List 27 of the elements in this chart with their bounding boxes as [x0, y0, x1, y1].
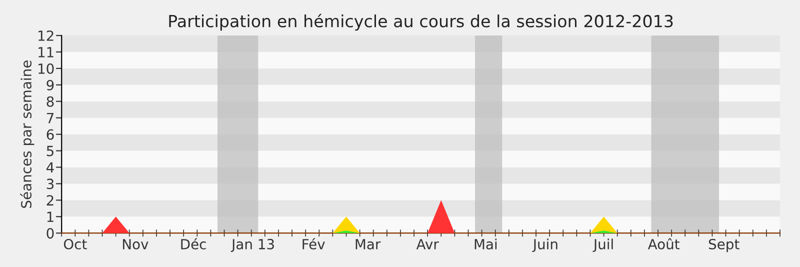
- x-tick-label: Fév: [302, 238, 325, 250]
- y-tick-label: 5: [46, 146, 54, 156]
- y-tick-label: 0: [46, 228, 54, 239]
- y-tick-label: 12: [38, 30, 54, 41]
- x-tick-label: Mai: [474, 238, 497, 250]
- x-tick-label: Avr: [416, 239, 439, 250]
- x-tick-label: Juil: [592, 238, 613, 252]
- x-tick-label: Mar: [356, 239, 381, 250]
- y-tick-label: 8: [46, 96, 54, 107]
- y-axis-title: Séances par semaine: [20, 60, 34, 208]
- y-tick-label: 7: [46, 112, 54, 124]
- x-tick-label: Déc: [181, 238, 206, 250]
- y-tick-label: 6: [46, 129, 54, 140]
- y-tick-label: 1: [47, 212, 54, 222]
- y-tick-label: 3: [46, 178, 54, 190]
- x-tick-label: Nov: [122, 239, 148, 250]
- y-tick-label: 4: [46, 162, 54, 173]
- chart-title: Participation en hémicycle au cours de la session 2012-2013: [169, 14, 673, 31]
- x-tick-label: Juin: [532, 238, 558, 252]
- x-tick-label: Jan 13: [230, 238, 274, 252]
- x-tick-label: Sept: [708, 238, 740, 252]
- x-tick-label: Août: [648, 238, 680, 250]
- y-tick-label: 11: [38, 47, 54, 58]
- x-tick-label: Oct: [64, 238, 87, 250]
- y-tick-label: 2: [46, 195, 54, 206]
- y-tick-label: 9: [46, 80, 54, 90]
- y-tick-label: 10: [38, 63, 54, 74]
